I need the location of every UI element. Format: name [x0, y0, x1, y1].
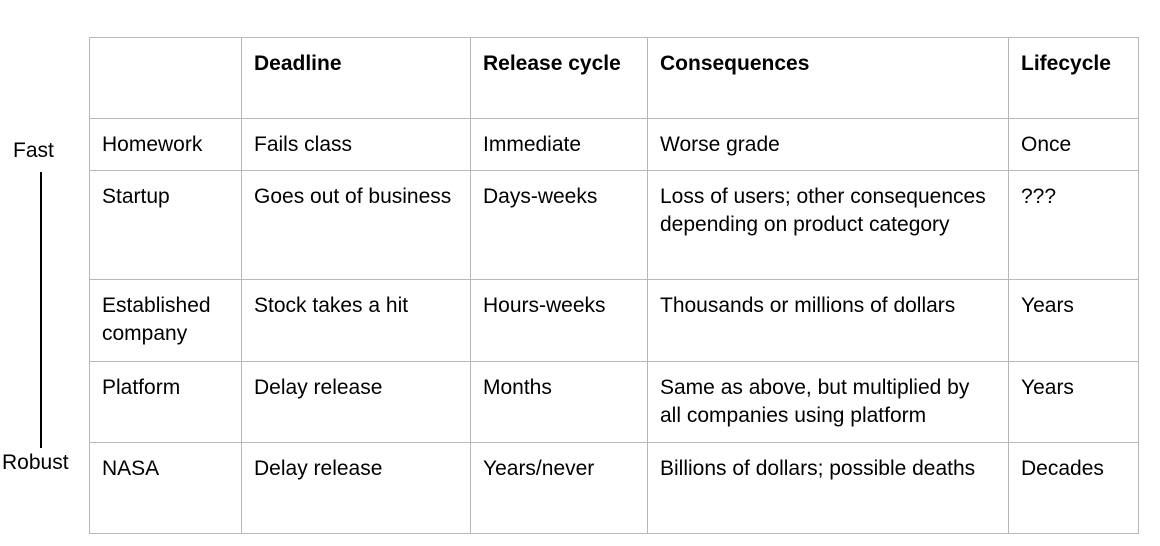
lifecycle-cell: Once [1008, 118, 1139, 171]
header-cell-deadline: Deadline [241, 37, 471, 119]
release-cycle-cell: Days-weeks [470, 170, 648, 280]
deadline-cell: Fails class [241, 118, 471, 171]
row-label-cell: NASA [89, 442, 242, 534]
table-header-row: Deadline Release cycle Consequences Life… [89, 37, 1139, 119]
release-cycle-cell: Months [470, 361, 648, 443]
table-row: Established company Stock takes a hit Ho… [89, 279, 1139, 362]
table-row: Platform Delay release Months Same as ab… [89, 361, 1139, 443]
consequences-cell: Same as above, but multiplied by all com… [647, 361, 1009, 443]
header-cell-consequences: Consequences [647, 37, 1009, 119]
row-label-cell: Homework [89, 118, 242, 171]
table-row: NASA Delay release Years/never Billions … [89, 442, 1139, 534]
deadline-cell: Stock takes a hit [241, 279, 471, 362]
deadline-cell: Delay release [241, 442, 471, 534]
axis-label-robust: Robust [2, 451, 69, 474]
release-cycle-cell: Hours-weeks [470, 279, 648, 362]
deadline-cell: Delay release [241, 361, 471, 443]
header-cell-lifecycle: Lifecycle [1008, 37, 1139, 119]
axis-label-fast: Fast [13, 139, 54, 162]
release-cycle-cell: Years/never [470, 442, 648, 534]
release-cycle-cell: Immediate [470, 118, 648, 171]
consequences-cell: Worse grade [647, 118, 1009, 171]
consequences-cell: Billions of dollars; possible deaths [647, 442, 1009, 534]
header-cell-release-cycle: Release cycle [470, 37, 648, 119]
lifecycle-cell: ??? [1008, 170, 1139, 280]
header-cell-blank [89, 37, 242, 119]
row-label-cell: Platform [89, 361, 242, 443]
lifecycle-cell: Years [1008, 361, 1139, 443]
row-label-cell: Established company [89, 279, 242, 362]
row-label-cell: Startup [89, 170, 242, 280]
consequences-cell: Thousands or millions of dollars [647, 279, 1009, 362]
consequences-cell: Loss of users; other consequences depend… [647, 170, 1009, 280]
comparison-table: Deadline Release cycle Consequences Life… [89, 37, 1139, 534]
deadline-cell: Goes out of business [241, 170, 471, 280]
lifecycle-cell: Decades [1008, 442, 1139, 534]
table-row: Startup Goes out of business Days-weeks … [89, 170, 1139, 280]
fast-robust-axis-line [40, 172, 42, 448]
lifecycle-cell: Years [1008, 279, 1139, 362]
table-row: Homework Fails class Immediate Worse gra… [89, 118, 1139, 171]
